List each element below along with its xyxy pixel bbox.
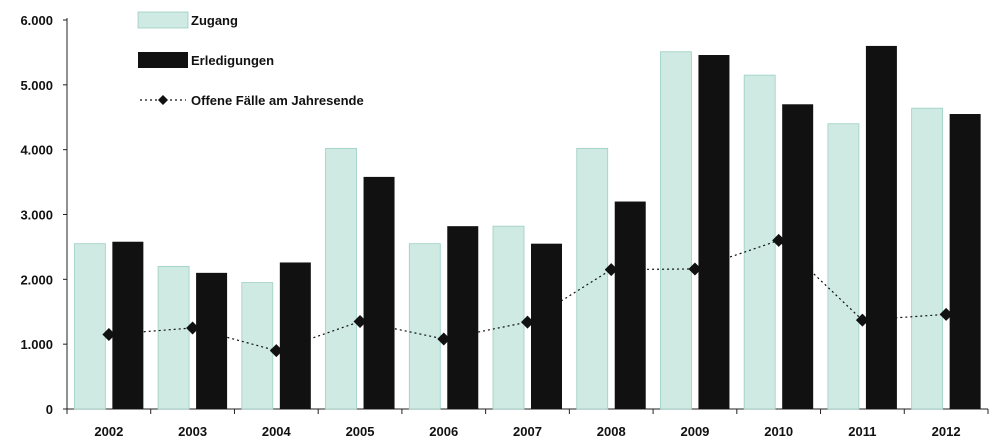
bar-erledigungen-2005 xyxy=(363,176,395,409)
y-tick-label: 2.000 xyxy=(20,272,53,287)
legend-swatch-erledigungen xyxy=(138,52,188,68)
y-tick-label: 4.000 xyxy=(20,143,53,158)
line-point-2011 xyxy=(855,313,869,327)
legend-label: Erledigungen xyxy=(191,53,274,68)
bar-erledigungen-2010 xyxy=(782,104,814,410)
line-point-2003 xyxy=(186,321,200,335)
bar-erledigungen-2012 xyxy=(949,114,981,409)
legend-label: Zugang xyxy=(191,13,238,28)
x-tick-label: 2008 xyxy=(597,424,626,439)
x-tick-label: 2010 xyxy=(764,424,793,439)
bar-zugang-2011 xyxy=(827,123,860,410)
line-offene-faelle xyxy=(108,239,947,352)
bar-erledigungen-2011 xyxy=(865,45,897,409)
x-tick-label: 2007 xyxy=(513,424,542,439)
y-tick-label: 6.000 xyxy=(20,13,53,28)
x-tick-label: 2012 xyxy=(932,424,961,439)
bar-zugang-2002 xyxy=(73,243,106,410)
line-point-2007 xyxy=(521,315,534,329)
y-tick-label: 1.000 xyxy=(20,337,53,352)
y-tick-label: 3.000 xyxy=(20,208,53,223)
bar-zugang-2009 xyxy=(660,51,692,410)
bar-zugang-2008 xyxy=(576,147,609,410)
x-tick-label: 2005 xyxy=(346,424,375,439)
bar-zugang-2005 xyxy=(325,147,357,410)
line-series xyxy=(102,233,953,358)
x-tick-label: 2004 xyxy=(262,424,292,439)
line-point-2004 xyxy=(269,344,283,358)
bar-erledigungen-2003 xyxy=(196,272,228,409)
line-point-2009 xyxy=(688,262,702,276)
line-point-2012 xyxy=(939,307,953,321)
bar-erledigungen-2009 xyxy=(698,55,730,409)
legend: Zugang Erledigungen Offene Fälle am Jahres… xyxy=(137,11,364,108)
bar-erledigungen-2007 xyxy=(531,243,562,409)
line-point-2010 xyxy=(772,233,786,247)
y-tick-label: 0 xyxy=(46,402,53,417)
line-point-2008 xyxy=(604,263,618,277)
x-tick-label: 2011 xyxy=(848,424,876,439)
bar-erledigungen-2008 xyxy=(614,201,646,409)
x-tick-label: 2003 xyxy=(178,424,207,439)
bar-erledigungen-2002 xyxy=(112,241,144,409)
y-axis: 0 1.000 2.000 3.000 4.000 5.000 6.000 xyxy=(20,13,68,417)
x-tick-label: 2002 xyxy=(94,424,123,439)
bar-zugang-2006 xyxy=(408,243,441,410)
x-axis: 2002 2003 2004 2005 2006 2007 2008 2009 2010 2011… xyxy=(66,408,989,439)
legend-swatch-zugang xyxy=(137,11,189,29)
line-point-2002 xyxy=(102,327,116,341)
bar-zugang-2012 xyxy=(911,107,944,410)
x-tick-label: 2006 xyxy=(429,424,458,439)
y-tick-label: 5.000 xyxy=(20,78,53,93)
bar-zugang-2010 xyxy=(743,74,776,410)
bars xyxy=(73,45,981,410)
legend-label: Offene Fälle am Jahresende xyxy=(191,93,364,108)
bar-zugang-2003 xyxy=(157,265,190,410)
legend-marker xyxy=(158,95,168,105)
line-point-2005 xyxy=(353,314,367,328)
bar-erledigungen-2006 xyxy=(447,226,479,409)
line-point-2006 xyxy=(437,332,451,346)
bar-erledigungen-2004 xyxy=(279,262,311,409)
bar-zugang-2007 xyxy=(492,225,525,410)
x-tick-label: 2009 xyxy=(680,424,709,439)
